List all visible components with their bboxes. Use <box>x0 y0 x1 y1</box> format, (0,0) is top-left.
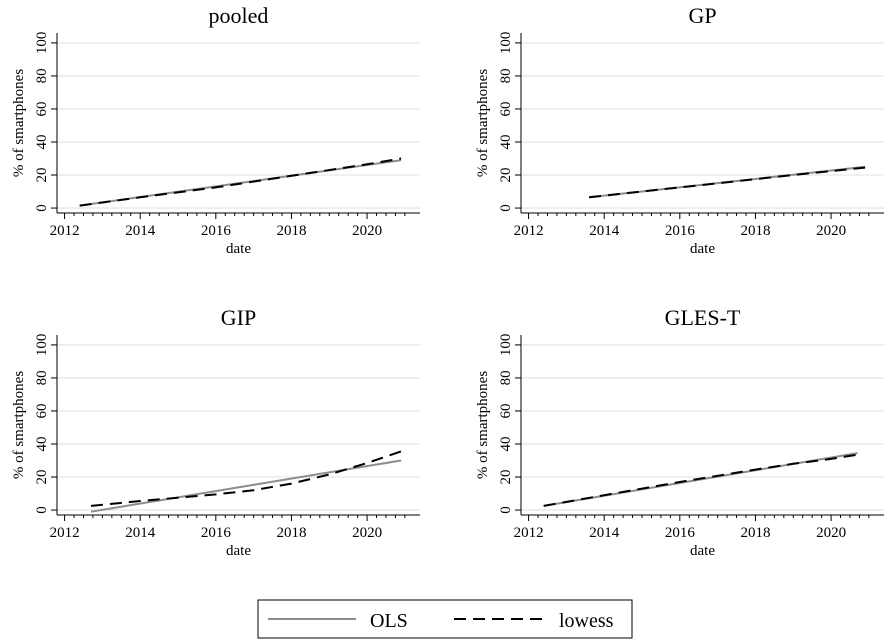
y-tick-label: 100 <box>498 32 514 55</box>
x-tick-label: 2012 <box>50 223 80 239</box>
y-tick-label: 40 <box>498 436 514 451</box>
x-tick-label: 2012 <box>514 525 544 541</box>
x-tick-label: 2014 <box>125 525 156 541</box>
series-line-ols <box>90 459 402 513</box>
plot-area <box>521 33 884 213</box>
panel-title: GIP <box>221 305 256 330</box>
x-tick-label: 2014 <box>589 525 620 541</box>
y-tick-label: 60 <box>498 101 514 116</box>
x-tick-label: 2014 <box>589 223 620 239</box>
y-axis-title: % of smartphones <box>11 371 27 479</box>
x-tick-label: 2018 <box>740 223 770 239</box>
panel-3: 0 20 40 60 80 100 2012 2014 2016 2018 2020 date % of… <box>11 305 420 559</box>
y-tick-label: 0 <box>498 204 514 212</box>
x-tick-label: 2016 <box>665 223 696 239</box>
y-axis-title: % of smartphones <box>475 69 491 177</box>
plot-area <box>57 335 420 515</box>
x-tick-label: 2018 <box>276 525 306 541</box>
y-tick-label: 40 <box>498 134 514 149</box>
panel-title: pooled <box>209 3 269 28</box>
y-tick-label: 100 <box>34 334 50 357</box>
y-axis-title: % of smartphones <box>475 371 491 479</box>
x-tick-label: 2016 <box>201 223 232 239</box>
y-tick-label: 80 <box>498 370 514 385</box>
x-tick-label: 2014 <box>125 223 156 239</box>
y-axis-title: % of smartphones <box>11 69 27 177</box>
x-tick-label: 2016 <box>201 525 232 541</box>
panel-title: GP <box>688 3 716 28</box>
y-tick-label: 20 <box>34 470 50 485</box>
y-tick-label: 60 <box>34 101 50 116</box>
y-tick-label: 0 <box>498 506 514 514</box>
plot-area <box>521 335 884 515</box>
panel-1: 0 20 40 60 80 100 2012 2014 2016 2018 2020 date % of… <box>11 3 420 257</box>
legend-lowess-label: lowess <box>559 610 614 632</box>
x-tick-label: 2020 <box>816 525 846 541</box>
y-tick-label: 60 <box>498 403 514 418</box>
series-line-lowess <box>90 450 402 507</box>
y-tick-label: 0 <box>34 506 50 514</box>
x-tick-label: 2016 <box>665 525 696 541</box>
legend-ols-label: OLS <box>370 610 408 632</box>
panel-2: 0 20 40 60 80 100 2012 2014 2016 2018 2020 date % of… <box>475 3 884 257</box>
x-axis-title: date <box>226 543 251 559</box>
panel-4: 0 20 40 60 80 100 2012 2014 2016 2018 2020 date % of… <box>475 305 884 559</box>
x-tick-label: 2020 <box>816 223 846 239</box>
x-tick-label: 2012 <box>514 223 544 239</box>
x-axis-title: date <box>690 241 715 257</box>
y-tick-label: 20 <box>34 168 50 183</box>
y-tick-label: 100 <box>34 32 50 55</box>
x-axis-title: date <box>690 543 715 559</box>
x-tick-label: 2020 <box>352 525 382 541</box>
x-tick-label: 2018 <box>276 223 306 239</box>
series-line-lowess <box>543 453 858 507</box>
x-axis-title: date <box>226 241 251 257</box>
y-tick-label: 100 <box>498 334 514 357</box>
y-tick-label: 80 <box>34 370 50 385</box>
y-tick-label: 40 <box>34 134 50 149</box>
x-tick-label: 2020 <box>352 223 382 239</box>
x-tick-label: 2018 <box>740 525 770 541</box>
series-line-lowess <box>79 157 402 207</box>
plot-area <box>57 33 420 213</box>
y-tick-label: 20 <box>498 168 514 183</box>
series-line-lowess <box>588 166 866 199</box>
panel-title: GLES-T <box>665 305 741 330</box>
x-tick-label: 2012 <box>50 525 80 541</box>
y-tick-label: 80 <box>34 68 50 83</box>
y-tick-label: 0 <box>34 204 50 212</box>
y-tick-label: 60 <box>34 403 50 418</box>
legend: OLS lowess <box>257 599 633 639</box>
y-tick-label: 20 <box>498 470 514 485</box>
y-tick-label: 80 <box>498 68 514 83</box>
y-tick-label: 40 <box>34 436 50 451</box>
